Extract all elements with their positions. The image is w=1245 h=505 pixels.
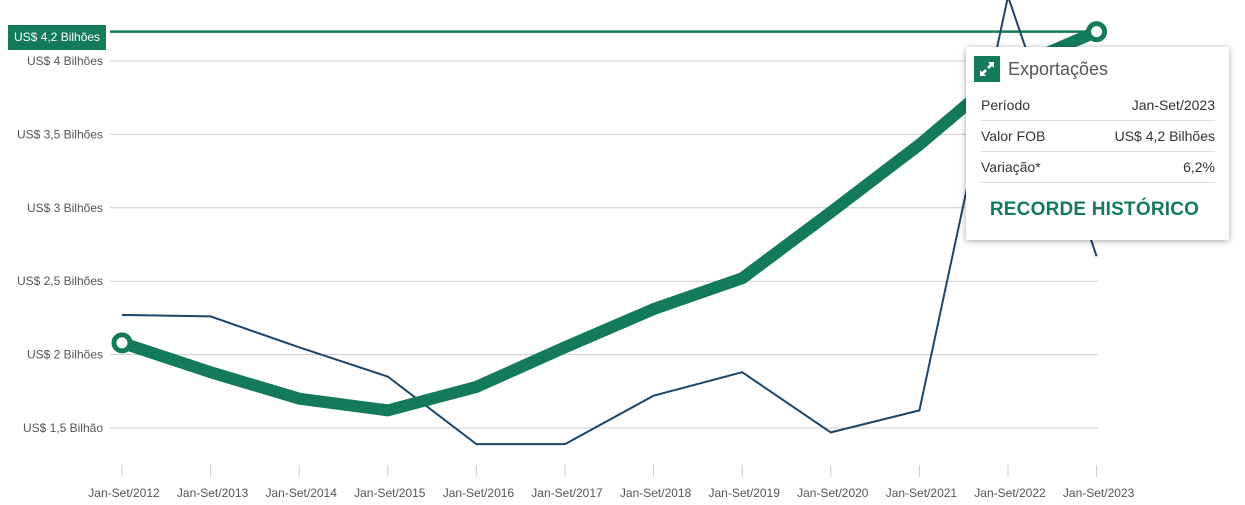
- x-axis-ticks: Jan-Set/2012 Jan-Set/2013 Jan-Set/2014 Jan-…: [88, 486, 1134, 500]
- x-tick-label: Jan-Set/2015: [354, 486, 426, 500]
- expand-arrows-icon[interactable]: [974, 56, 1000, 82]
- tooltip-row-label: Variação*: [981, 159, 1041, 175]
- x-tick-label: Jan-Set/2012: [88, 486, 160, 500]
- y-axis-ticks: US$ 1,5 Bilhão US$ 2 Bilhões US$ 2,5 Bilhõ…: [17, 54, 103, 435]
- grid-lines: [110, 60, 1098, 429]
- x-tick-label: Jan-Set/2017: [531, 486, 603, 500]
- tooltip-row-label: Período: [981, 97, 1031, 113]
- x-tick-label: Jan-Set/2014: [266, 486, 338, 500]
- x-tick-label: Jan-Set/2018: [620, 486, 692, 500]
- tooltip-row-valor-fob: Valor FOB US$ 4,2 Bilhões: [981, 121, 1215, 152]
- record-badge: RECORDE HISTÓRICO: [989, 199, 1200, 220]
- tooltip: Exportações Período Jan-Set/2023 Valor F…: [966, 47, 1229, 240]
- x-tick-label: Jan-Set/2020: [797, 486, 869, 500]
- y-tick-label: US$ 3,5 Bilhões: [17, 127, 103, 141]
- y-tick-label: US$ 2,5 Bilhões: [17, 274, 103, 288]
- series-point-marker[interactable]: [111, 332, 133, 354]
- tooltip-row-variacao: Variação* 6,2%: [981, 152, 1215, 183]
- tooltip-header: Exportações: [974, 55, 1215, 83]
- tooltip-row-value: US$ 4,2 Bilhões: [1114, 128, 1215, 144]
- y-tick-label: US$ 2 Bilhões: [27, 348, 103, 362]
- series-markers: [111, 21, 1108, 354]
- series-line-secondary: [121, 0, 1098, 446]
- reference-line-label: US$ 4,2 Bilhões: [8, 25, 107, 50]
- tooltip-title: Exportações: [1008, 58, 1109, 79]
- tooltip-row-periodo: Período Jan-Set/2023: [981, 90, 1215, 121]
- x-tick-label: Jan-Set/2013: [177, 486, 249, 500]
- x-tick-label: Jan-Set/2022: [974, 486, 1046, 500]
- y-tick-label: US$ 3 Bilhões: [27, 201, 103, 215]
- tooltip-row-value: Jan-Set/2023: [1131, 97, 1215, 113]
- x-axis-tick-marks: [121, 465, 1098, 477]
- y-tick-label: US$ 1,5 Bilhão: [23, 421, 103, 435]
- tooltip-row-value: 6,2%: [1183, 159, 1215, 175]
- tooltip-rows: Período Jan-Set/2023 Valor FOB US$ 4,2 B…: [981, 90, 1215, 183]
- series-line-exportacoes[interactable]: [116, 25, 1103, 417]
- series-point-marker[interactable]: [1086, 21, 1108, 43]
- y-tick-label: US$ 4 Bilhões: [27, 54, 103, 68]
- x-tick-label: Jan-Set/2019: [709, 486, 781, 500]
- x-tick-label: Jan-Set/2016: [443, 486, 515, 500]
- x-tick-label: Jan-Set/2023: [1063, 486, 1135, 500]
- x-tick-label: Jan-Set/2021: [886, 486, 958, 500]
- tooltip-row-label: Valor FOB: [981, 128, 1046, 144]
